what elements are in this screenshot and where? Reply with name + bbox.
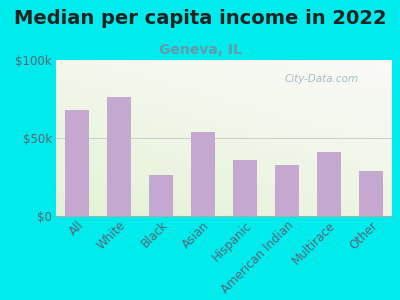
Bar [108,98,130,216]
Text: Geneva, IL: Geneva, IL [158,44,242,58]
Text: City-Data.com: City-Data.com [284,74,359,84]
Bar [360,171,382,216]
Bar [192,132,214,216]
Bar [318,152,340,216]
Bar [234,160,256,216]
Bar [66,110,88,216]
Text: Median per capita income in 2022: Median per capita income in 2022 [14,9,386,28]
Bar [150,176,172,216]
Bar [276,164,298,216]
